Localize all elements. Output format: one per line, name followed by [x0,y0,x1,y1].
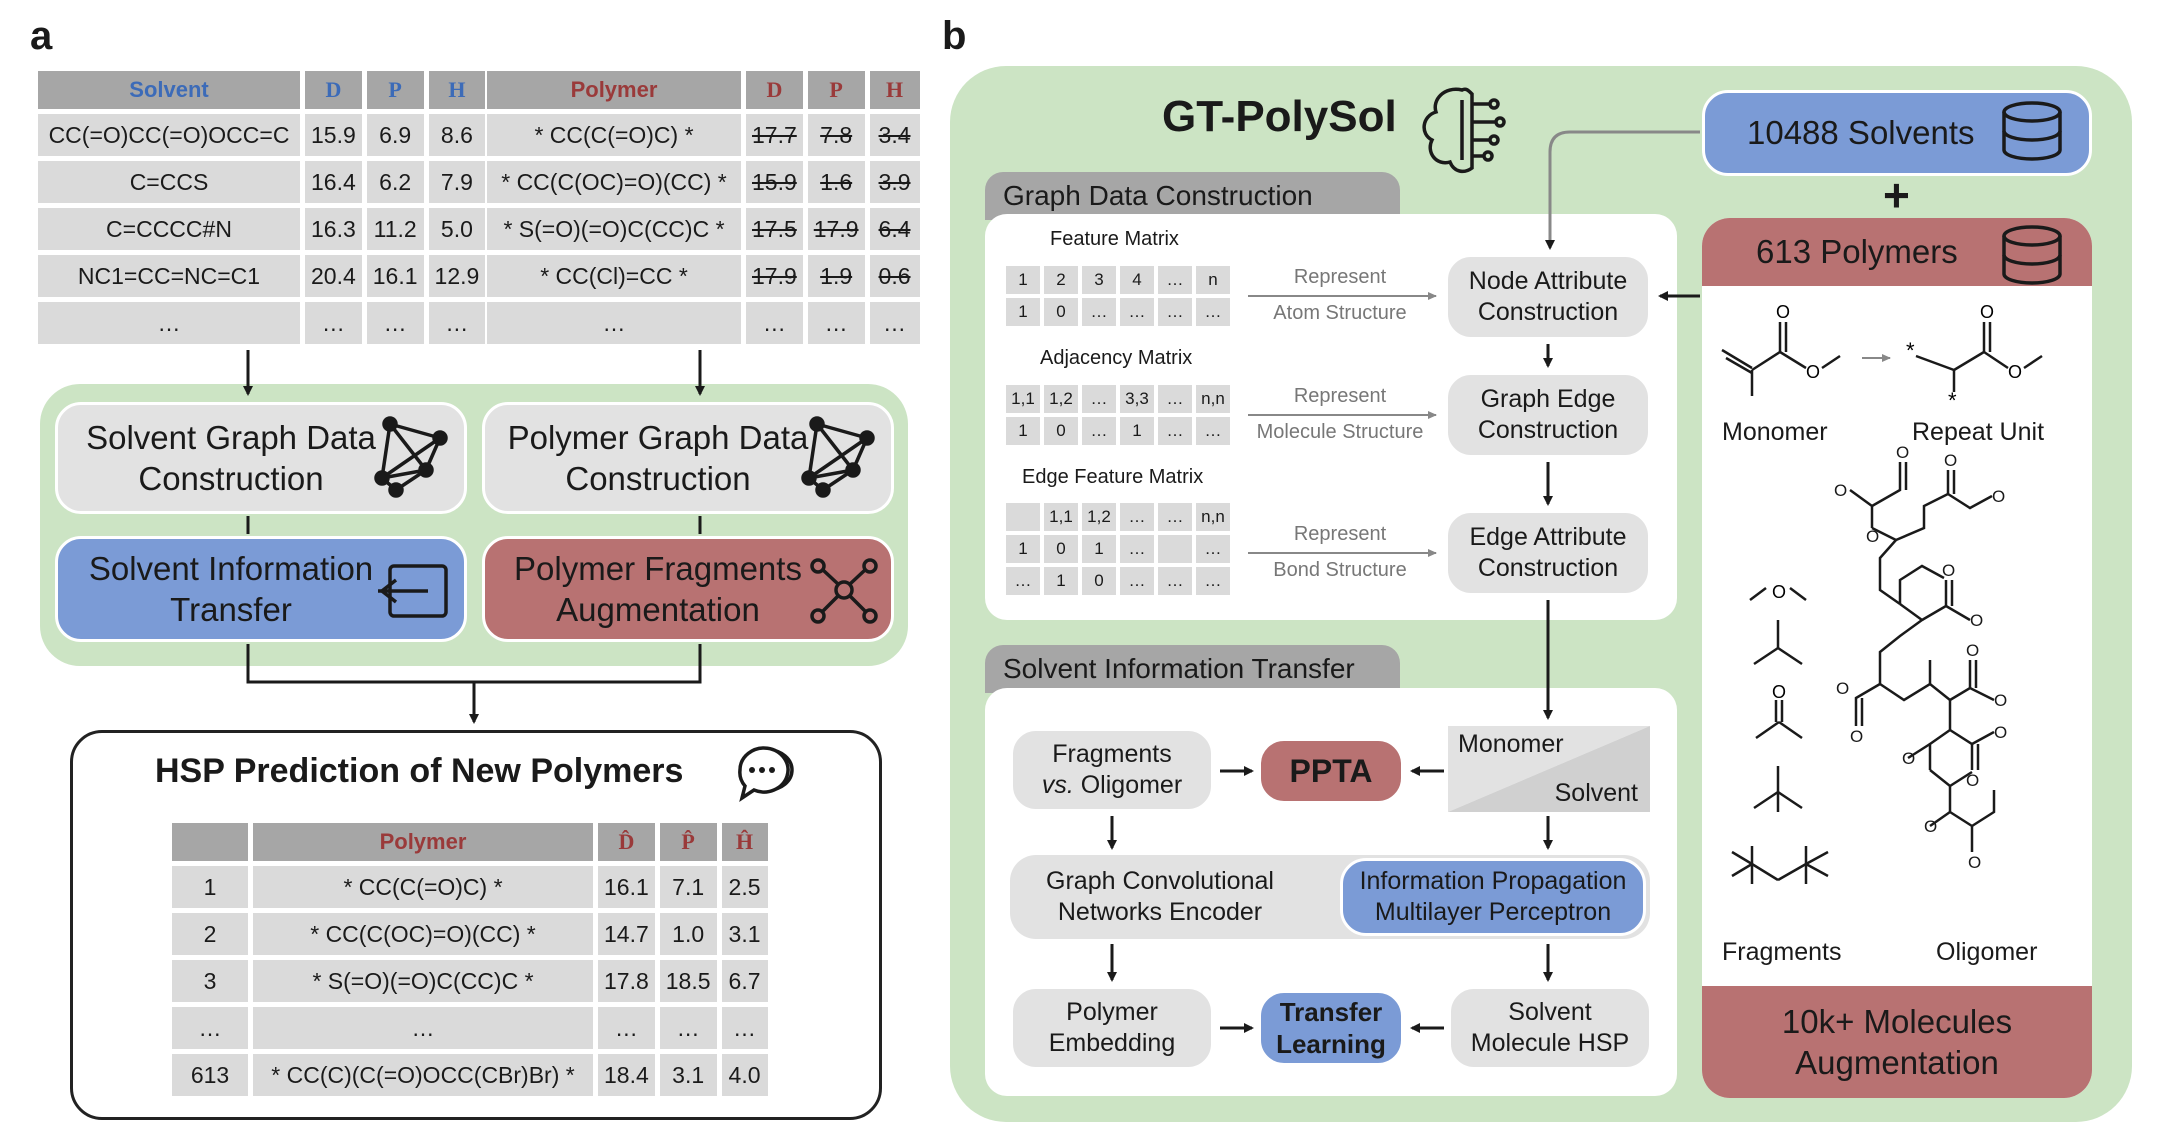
solvent-table: Solvent D P H CC(=O)CC(=O)OCC=C 15.9 6.9 8.… [33,66,490,349]
augmentation-footer: 10k+ Molecules Augmentation [1702,986,2092,1098]
molecule-structure-label: Molecule Structure [1256,421,1424,443]
table-row: CC(=O)CC(=O)OCC=C 15.9 6.9 8.6 [38,114,486,156]
gcn-encoder-label: Graph Convolutional Networks Encoder [1046,866,1274,926]
table-row: …………… [172,1007,768,1049]
atom-structure-label: Atom Structure [1273,302,1407,324]
p-hat-header: P̂ [659,823,717,861]
polymer-graph-box: Polymer Graph Data Construction [482,402,894,514]
table-row: 1 * CC(C(=O)C) * 16.1 7.1 2.5 [172,866,768,908]
transfer-learning-box: Transfer Learning [1258,990,1404,1066]
p-header: P [366,71,424,109]
polymer-fragments-box: Polymer Fragments Augmentation [482,536,894,642]
gt-polysol-title: GT-PolySol [1162,92,1397,141]
polymer-embedding-box: Polymer Embedding [1010,986,1214,1070]
table-row: * CC(C(OC)=O)(CC) * 15.9 1.6 3.9 [487,161,920,203]
prediction-table: Polymer D̂ P̂ Ĥ 1 * CC(C(=O)C) * 16.1 7.1 2.… [167,818,773,1101]
graph-edge-box: Graph Edge Construction [1445,372,1651,458]
d-hat-header: D̂ [598,823,655,861]
edge-feature-matrix: 1,1 1,2…… n,n 1 0 1…… … 1 0……… [1002,499,1234,599]
feature-matrix: 1 2 3 4… n 1 0………… [1002,262,1234,330]
table-row: NC1=CC=NC=C1 20.4 16.1 12.9 [38,255,486,297]
h-header: H [869,71,920,109]
polymers-db-header: 613 Polymers [1702,218,2092,286]
table-row: C=CCCC#N 16.3 11.2 5.0 [38,208,486,250]
adjacency-matrix: 1,1 1,2… 3,3… n,n 1 0… 1…… [1002,381,1234,449]
represent-label-3: Represent [1293,523,1387,545]
polymer-header: Polymer [487,71,741,109]
polymer-header: Polymer [253,823,593,861]
represent-label-2: Represent [1293,385,1387,407]
monomer-label: Monomer [1722,418,1828,446]
solvent-header: Solvent [38,71,300,109]
fragments-oligomer-box: Fragments vs. Oligomer [1010,728,1214,812]
table-row: 2 * CC(C(OC)=O)(CC) * 14.7 1.0 3.1 [172,913,768,955]
edge-attribute-box: Edge Attribute Construction [1445,510,1651,596]
graph-section-tab: Graph Data Construction [985,172,1400,220]
edge-matrix-title: Edge Feature Matrix [1022,466,1204,488]
feature-matrix-title: Feature Matrix [1050,228,1179,250]
solvents-db-box: 10488 Solvents [1702,90,2092,176]
d-header: D [305,71,362,109]
table-row: ………… [38,302,486,344]
node-attribute-box: Node Attribute Construction [1445,254,1651,340]
table-row: ………… [487,302,920,344]
p-header: P [807,71,865,109]
monomer-solvent-box: Monomer Solvent [1448,726,1650,812]
table-row: * S(=O)(=O)C(CC)C * 17.5 17.9 6.4 [487,208,920,250]
solvent-molecule-hsp-box: Solvent Molecule HSP [1448,986,1652,1070]
represent-label-1: Represent [1293,266,1387,288]
table-row: 613 * CC(C)(C(=O)OCC(CBr)Br) * 18.4 3.1 4.0 [172,1054,768,1096]
table-row: * CC(Cl)=CC * 17.9 1.9 0.6 [487,255,920,297]
repeat-unit-label: Repeat Unit [1912,418,2045,446]
panel-a-letter: a [30,14,53,58]
ipmp-box: Information Propagation Multilayer Perce… [1340,858,1646,936]
polymer-table: Polymer D P H * CC(C(=O)C) * 17.7 7.8 3.4 *… [482,66,925,349]
adjacency-matrix-title: Adjacency Matrix [1040,347,1193,369]
prediction-title: HSP Prediction of New Polymers [155,752,684,790]
solvent-graph-box: Solvent Graph Data Construction [55,402,467,514]
h-header: H [428,71,486,109]
panel-b-letter: b [942,14,967,58]
table-row: * CC(C(=O)C) * 17.7 7.8 3.4 [487,114,920,156]
plus-sign: + [1883,169,1910,221]
oligomer-label: Oligomer [1936,938,2038,966]
h-hat-header: Ĥ [721,823,768,861]
d-header: D [746,71,803,109]
table-row: C=CCS 16.4 6.2 7.9 [38,161,486,203]
bond-structure-label: Bond Structure [1273,559,1407,581]
transfer-section-tab: Solvent Information Transfer [985,645,1400,693]
ppta-box: PPTA [1258,738,1404,804]
solvent-transfer-box: Solvent Information Transfer [55,536,467,642]
fragments-label: Fragments [1722,938,1842,966]
table-row: 3 * S(=O)(=O)C(CC)C * 17.8 18.5 6.7 [172,960,768,1002]
